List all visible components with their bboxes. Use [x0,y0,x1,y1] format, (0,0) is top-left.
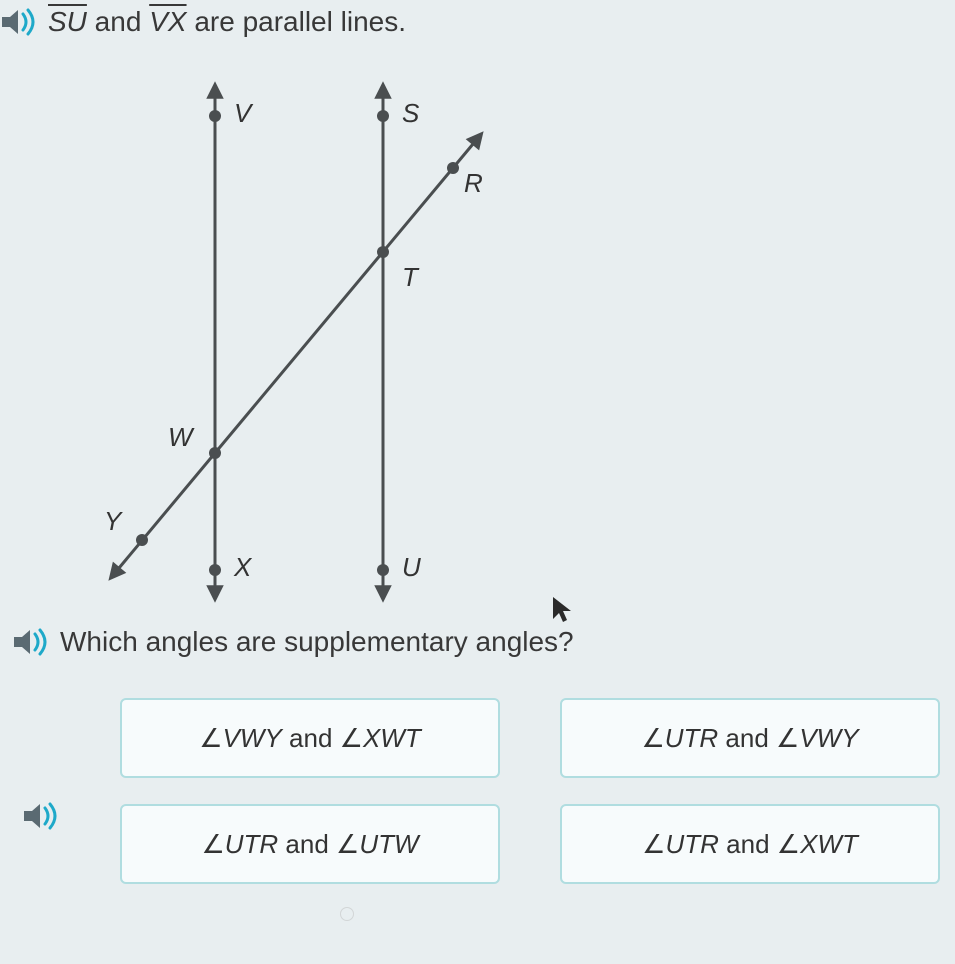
point-label-v: V [234,98,251,129]
audio-icon[interactable] [10,626,52,658]
option-1[interactable]: ∠VWY and ∠XWT [120,698,500,778]
answer-options: ∠VWY and ∠XWT ∠UTR and ∠VWY ∠UTR and ∠UT… [120,698,955,884]
line-vx: VX [149,6,186,37]
audio-icon[interactable] [20,800,62,832]
point-label-u: U [402,552,421,583]
point-label-r: R [464,168,483,199]
point-label-x: X [234,552,251,583]
point-label-y: Y [104,506,121,537]
cursor-icon [550,595,576,630]
question-text: Which angles are supplementary angles? [60,626,574,658]
audio-icon[interactable] [0,6,40,38]
artifact-dot [340,907,354,921]
problem-statement: SU and VX are parallel lines. [48,6,406,38]
point-label-w: W [168,422,193,453]
diagram-svg [60,68,560,608]
geometry-diagram: V S R T W Y X U [60,68,560,608]
point-label-s: S [402,98,419,129]
line-su: SU [48,6,87,37]
option-3[interactable]: ∠UTR and ∠UTW [120,804,500,884]
option-2[interactable]: ∠UTR and ∠VWY [560,698,940,778]
option-4[interactable]: ∠UTR and ∠XWT [560,804,940,884]
point-label-t: T [402,262,418,293]
